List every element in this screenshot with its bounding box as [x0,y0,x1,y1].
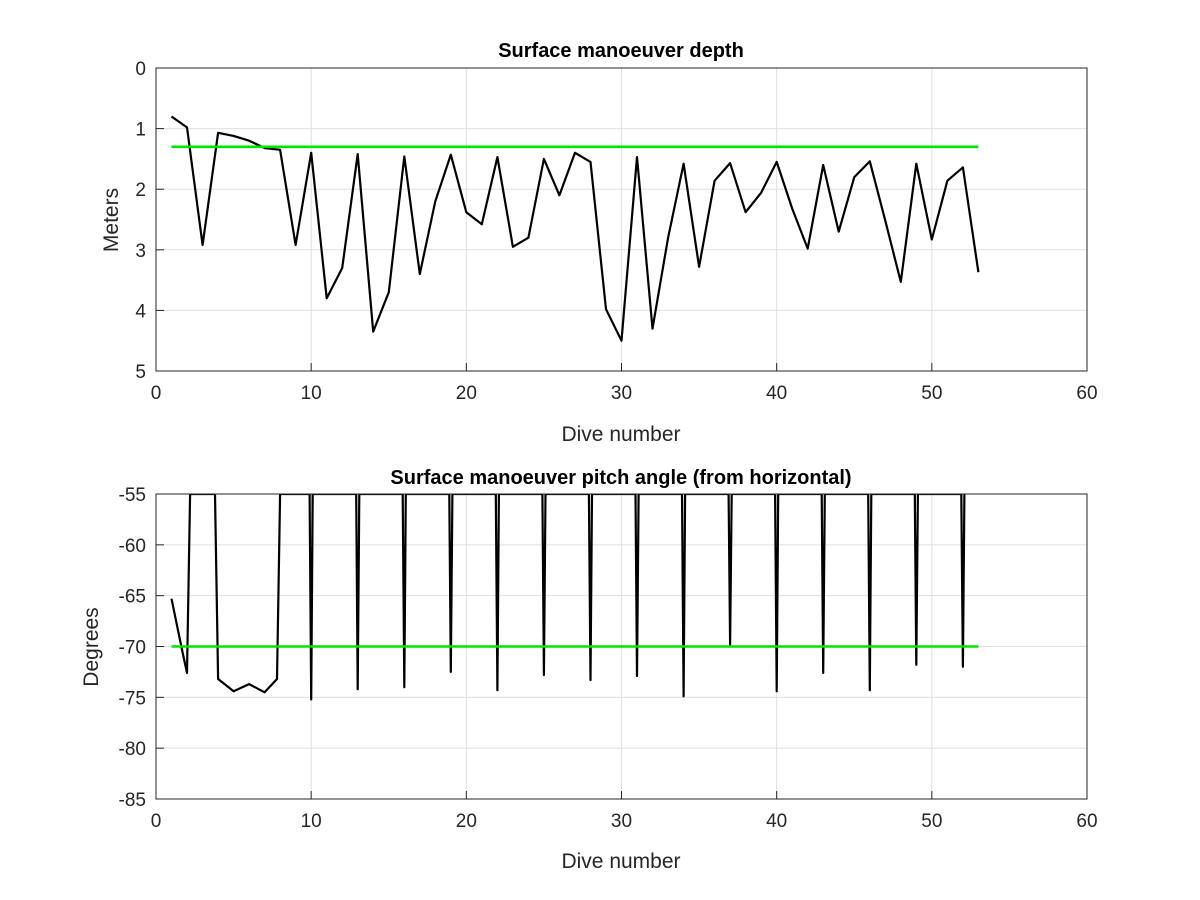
pitch-data-line [170,494,966,701]
pitch-x-tick-label: 40 [766,811,787,832]
pitch-x-axis-label: Dive number [561,850,680,873]
depth-series-group [170,115,980,342]
pitch-y-ticks: -55 -60 -65 -70 -75 -80 -85 [119,485,164,811]
depth-x-tick-label: 20 [456,383,477,404]
pitch-grid [156,494,1087,799]
depth-x-tick-label: 60 [1076,383,1097,404]
depth-data-line [170,115,980,342]
pitch-x-tick-label: 50 [921,811,942,832]
pitch-y-tick-label: -55 [119,485,146,506]
pitch-y-tick-label: -70 [119,638,146,659]
depth-subplot: 0 10 20 30 40 50 60 0 1 2 3 4 5 Surface manoeuver d… [100,40,1098,446]
pitch-y-tick-label: -85 [119,790,146,811]
pitch-x-tick-label: 20 [456,811,477,832]
depth-y-tick-label: 5 [135,362,146,383]
depth-y-tick-label: 1 [135,120,146,141]
depth-x-tick-label: 10 [301,383,322,404]
depth-x-tick-label: 30 [611,383,632,404]
pitch-x-tick-label: 10 [301,811,322,832]
pitch-subplot: 0 10 20 30 40 50 60 -55 -60 -65 -70 -75 -80 -85 Surf… [80,467,1098,873]
pitch-y-tick-label: -80 [119,739,146,760]
depth-y-axis-label: Meters [100,188,123,252]
pitch-x-tick-label: 0 [151,811,162,832]
pitch-series-group [170,494,979,701]
pitch-y-axis-label: Degrees [80,607,103,686]
depth-y-tick-label: 3 [135,241,146,262]
depth-x-tick-label: 40 [766,383,787,404]
depth-chart-title: Surface manoeuver depth [498,40,744,62]
depth-x-tick-label: 0 [151,383,162,404]
depth-y-tick-label: 4 [135,301,146,322]
pitch-y-tick-label: -60 [119,536,146,557]
depth-y-ticks: 0 1 2 3 4 5 [135,59,164,383]
depth-y-tick-label: 2 [135,180,146,201]
depth-x-ticks: 0 10 20 30 40 50 60 [151,363,1098,404]
pitch-y-tick-label: -65 [119,587,146,608]
depth-grid [156,68,1087,371]
pitch-y-tick-label: -75 [119,688,146,709]
pitch-x-tick-label: 30 [611,811,632,832]
depth-x-tick-label: 50 [921,383,942,404]
pitch-x-tick-label: 60 [1076,811,1097,832]
pitch-x-ticks: 0 10 20 30 40 50 60 [151,791,1098,832]
depth-x-axis-label: Dive number [561,423,680,446]
pitch-chart-title: Surface manoeuver pitch angle (from hori… [390,467,851,489]
depth-y-tick-label: 0 [135,59,146,80]
